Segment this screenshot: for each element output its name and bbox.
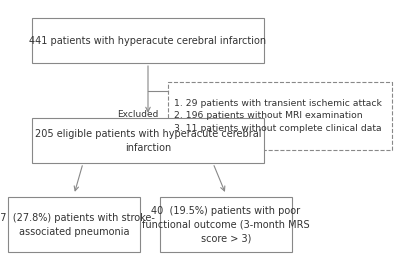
FancyBboxPatch shape bbox=[32, 118, 264, 163]
Text: 441 patients with hyperacute cerebral infarction: 441 patients with hyperacute cerebral in… bbox=[30, 36, 266, 46]
FancyBboxPatch shape bbox=[8, 197, 140, 252]
Text: 57  (27.8%) patients with stroke-
associated pneumonia: 57 (27.8%) patients with stroke- associa… bbox=[0, 213, 154, 237]
FancyBboxPatch shape bbox=[32, 18, 264, 63]
FancyBboxPatch shape bbox=[168, 82, 392, 150]
Text: Excluded: Excluded bbox=[117, 110, 158, 119]
FancyBboxPatch shape bbox=[160, 197, 292, 252]
Text: 40  (19.5%) patients with poor
functional outcome (3-month MRS
score > 3): 40 (19.5%) patients with poor functional… bbox=[142, 206, 310, 244]
Text: 1. 29 patients with transient ischemic attack
2. 196 patients without MRI examin: 1. 29 patients with transient ischemic a… bbox=[174, 99, 382, 133]
Text: 205 eligible patients with hyperacute cerebral
infarction: 205 eligible patients with hyperacute ce… bbox=[35, 129, 261, 153]
